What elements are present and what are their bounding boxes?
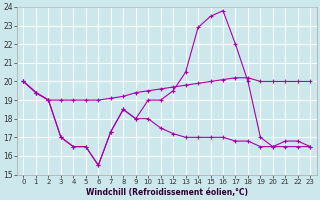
X-axis label: Windchill (Refroidissement éolien,°C): Windchill (Refroidissement éolien,°C) [86,188,248,197]
